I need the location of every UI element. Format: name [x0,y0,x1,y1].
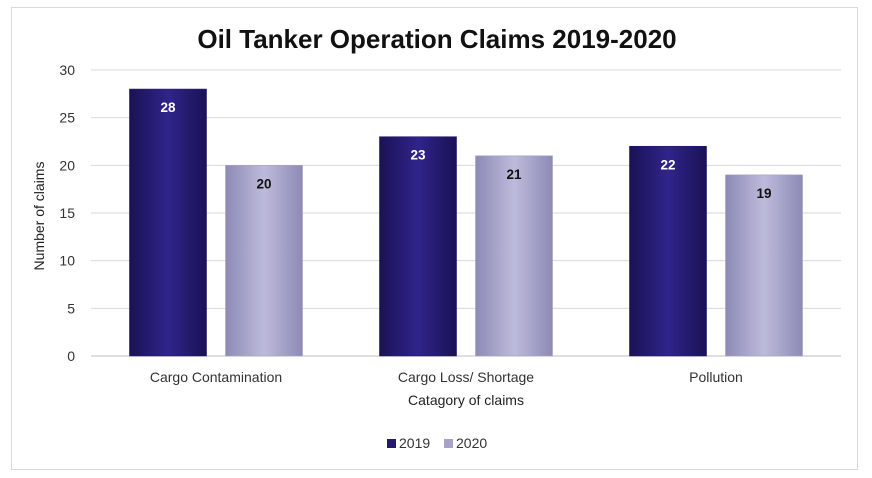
legend-label-2019: 2019 [399,435,430,451]
y-tick-label: 0 [67,348,75,364]
y-tick-label: 25 [59,110,75,126]
y-axis-title: Number of claims [31,162,47,271]
data-label-2020-0: 20 [256,176,271,191]
chart-area: Oil Tanker Operation Claims 2019-2020 0 5… [11,7,858,470]
bar-2019-0 [129,88,207,357]
legend-swatch-2020 [444,439,453,448]
y-tick-label: 5 [67,300,75,316]
y-axis-ticks: 0 5 10 15 20 25 30 [59,62,75,364]
x-tick-label: Cargo Loss/ Shortage [398,369,534,385]
bar-2019-2 [629,145,707,357]
chart-title: Oil Tanker Operation Claims 2019-2020 [197,24,676,54]
x-tick-label: Pollution [689,369,743,385]
data-label-2019-0: 28 [160,100,176,115]
data-label-2020-2: 19 [756,186,771,201]
data-labels: 28 20 23 21 22 19 [160,100,771,201]
y-tick-label: 10 [59,253,75,269]
y-tick-label: 30 [59,62,75,78]
y-tick-label: 15 [59,205,75,221]
x-tick-label: Cargo Contamination [150,369,282,385]
bars [129,88,803,357]
data-label-2020-1: 21 [506,167,522,182]
legend: 2019 2020 [387,435,487,451]
data-label-2019-1: 23 [410,148,426,163]
legend-label-2020: 2020 [456,435,487,451]
bar-chart: Oil Tanker Operation Claims 2019-2020 0 5… [31,24,841,451]
legend-swatch-2019 [387,439,396,448]
bar-2020-0 [225,165,303,357]
bar-2020-1 [475,155,553,357]
x-axis-ticks: Cargo Contamination Cargo Loss/ Shortage P… [150,369,743,385]
gridlines [91,69,841,357]
y-tick-label: 20 [59,157,75,173]
data-label-2019-2: 22 [660,157,675,172]
x-axis-title: Catagory of claims [408,392,524,408]
bar-2019-1 [379,136,457,357]
bar-2020-2 [725,174,803,357]
